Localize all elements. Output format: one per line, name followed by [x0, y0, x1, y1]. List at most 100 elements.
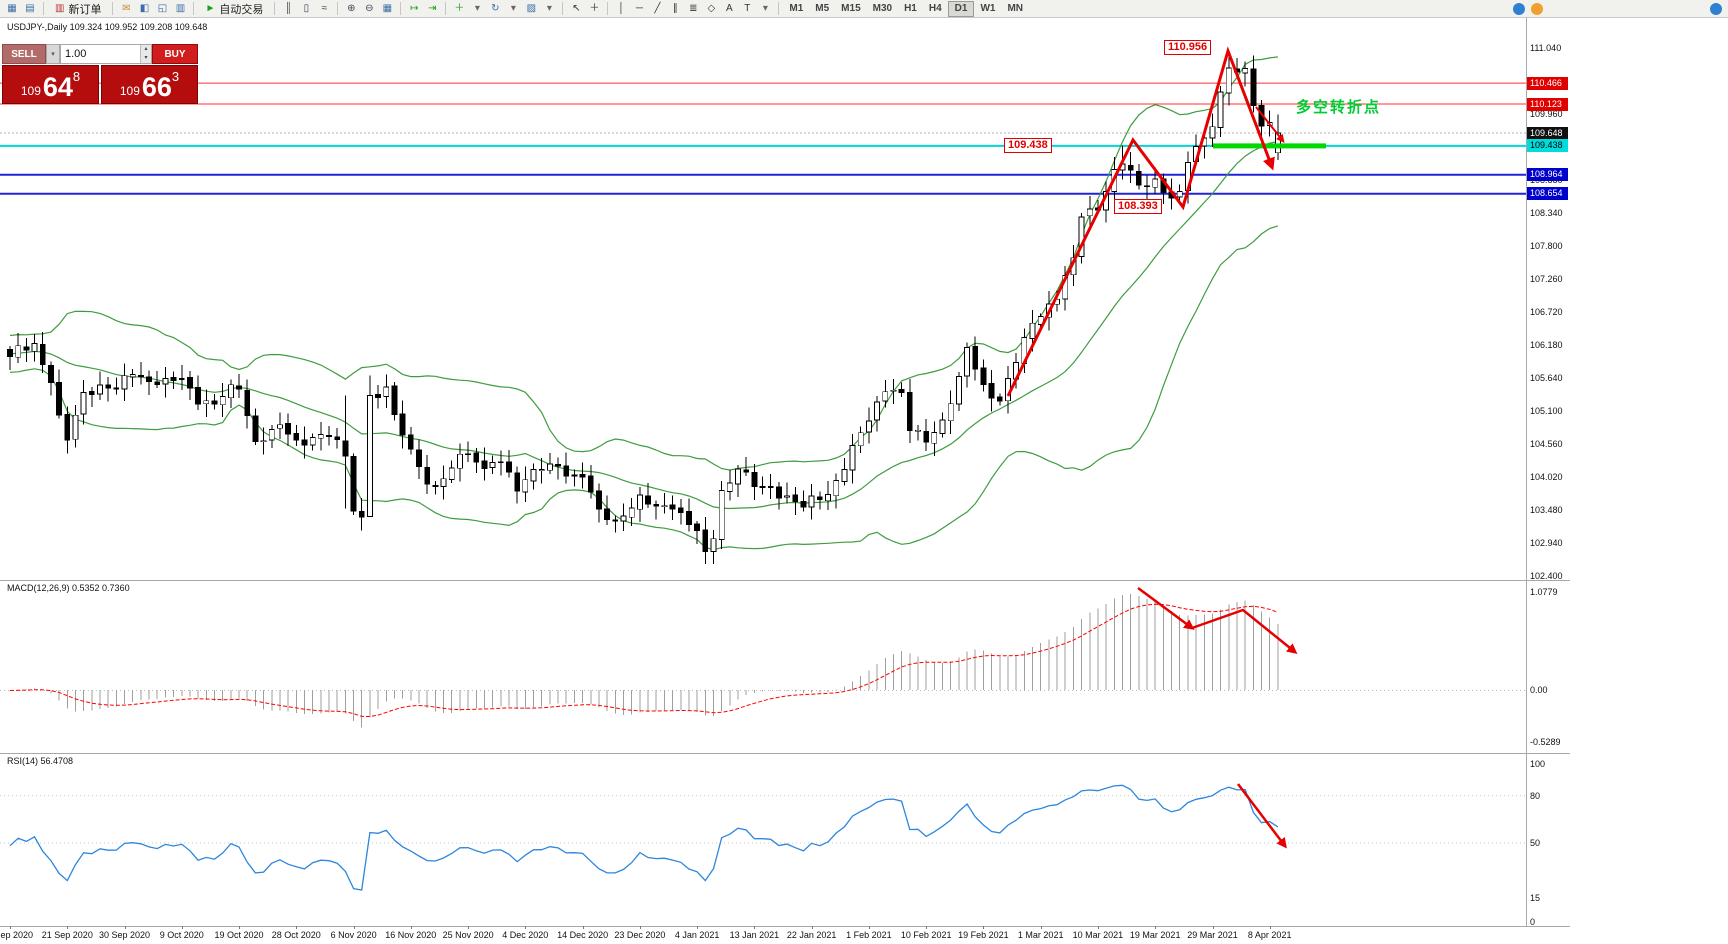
alerts-icon[interactable]: [1531, 3, 1543, 15]
bar-chart-icon[interactable]: ║: [279, 1, 297, 17]
new-order-button[interactable]: ▥ 新订单: [48, 1, 108, 17]
date-label[interactable]: 28 Oct 2020: [271, 930, 321, 940]
date-label[interactable]: 23 Dec 2020: [614, 930, 666, 940]
channel-icon[interactable]: ∥: [666, 1, 684, 17]
volume-increase-button[interactable]: ▴: [141, 45, 151, 54]
zoom-in-icon[interactable]: ⊕: [342, 1, 360, 17]
rsi-title: RSI(14) 56.4708: [7, 756, 74, 766]
date-label[interactable]: 30 Sep 2020: [98, 930, 151, 940]
trend-arrow[interactable]: [1255, 106, 1285, 143]
navigator-icon[interactable]: ◱: [153, 1, 171, 17]
macd-trend-arrow[interactable]: [1191, 608, 1298, 654]
date-label[interactable]: 9 Oct 2020: [159, 930, 204, 940]
templates-icon[interactable]: ▨: [522, 1, 540, 17]
chart-shift-icon[interactable]: ⇥: [423, 1, 441, 17]
date-label[interactable]: 1 Mar 2021: [1017, 930, 1064, 940]
date-label[interactable]: 4 Jan 2021: [674, 930, 720, 940]
date-tick: [868, 926, 870, 929]
sell-price-prefix: 109: [20, 84, 41, 98]
terminal-icon[interactable]: ▥: [171, 1, 189, 17]
rsi-scale-label: 100: [1530, 759, 1546, 769]
trend-arrow[interactable]: [1006, 46, 1275, 397]
toolbar-separator: [274, 2, 276, 15]
volume-decrease-button[interactable]: ▾: [141, 54, 151, 63]
price-annotation-label[interactable]: 108.393: [1114, 199, 1162, 214]
date-label[interactable]: 19 Oct 2020: [214, 930, 264, 940]
date-label[interactable]: 21 Sep 2020: [41, 930, 93, 940]
timeframe-w1-button[interactable]: W1: [974, 1, 1001, 17]
chart-profiles-icon[interactable]: ▤: [21, 1, 39, 17]
timeframe-mn-button[interactable]: MN: [1001, 1, 1029, 17]
timeframe-h1-button[interactable]: H1: [898, 1, 923, 17]
sell-price-button[interactable]: 109 64 8: [2, 65, 99, 104]
candlestick-chart-icon[interactable]: ▯: [297, 1, 315, 17]
fibonacci-icon[interactable]: ≣: [684, 1, 702, 17]
indicators-icon[interactable]: ＋: [450, 1, 468, 17]
price-scale-label: 102.940: [1530, 537, 1563, 548]
timeframe-d1-button[interactable]: D1: [947, 0, 975, 17]
buy-button[interactable]: BUY: [152, 44, 198, 64]
shapes-icon[interactable]: ◇: [702, 1, 720, 17]
date-label[interactable]: 19 Mar 2021: [1129, 930, 1181, 940]
toolbar-separator: [112, 2, 114, 15]
timeframe-m1-button[interactable]: M1: [783, 1, 809, 17]
timeframe-m30-button[interactable]: M30: [867, 1, 898, 17]
timeframe-h4-button[interactable]: H4: [923, 1, 948, 17]
rsi-trend-arrow[interactable]: [1237, 783, 1287, 849]
text-icon[interactable]: A: [720, 1, 738, 17]
date-label[interactable]: 10 Mar 2021: [1072, 930, 1124, 940]
price-badge: 110.123: [1527, 97, 1568, 111]
zoom-out-icon[interactable]: ⊖: [360, 1, 378, 17]
vertical-line-icon[interactable]: │: [612, 1, 630, 17]
periods-dropdown-icon[interactable]: ▾: [504, 1, 522, 17]
date-label[interactable]: 10 Feb 2021: [900, 930, 952, 940]
new-chart-icon[interactable]: ▦: [3, 1, 21, 17]
price-scale-label: 103.480: [1530, 504, 1563, 515]
date-label[interactable]: 16 Nov 2020: [385, 930, 437, 940]
auto-scroll-icon[interactable]: ↦: [405, 1, 423, 17]
support-zone-line[interactable]: [1213, 143, 1326, 149]
crosshair-icon[interactable]: ＋: [585, 1, 603, 17]
price-annotation-label[interactable]: 109.438: [1004, 138, 1052, 153]
line-chart-icon[interactable]: ≈: [315, 1, 333, 17]
date-label[interactable]: 1 Feb 2021: [846, 930, 892, 940]
timeframe-m15-button[interactable]: M15: [835, 1, 866, 17]
date-label[interactable]: 19 Feb 2021: [958, 930, 1009, 940]
app-corner-icon[interactable]: [1710, 3, 1722, 15]
macd-trend-arrow[interactable]: [1137, 586, 1195, 630]
sell-button[interactable]: SELL: [2, 44, 46, 64]
date-label[interactable]: 13 Jan 2021: [729, 930, 780, 940]
cursor-icon[interactable]: ↖: [567, 1, 585, 17]
date-label[interactable]: 1 Sep 2020: [0, 930, 34, 940]
objects-dropdown-icon[interactable]: ▾: [756, 1, 774, 17]
order-type-dropdown[interactable]: ▾: [46, 44, 60, 64]
date-tick: [697, 926, 699, 929]
volume-input[interactable]: [61, 45, 140, 63]
buy-price-button[interactable]: 109 66 3: [101, 65, 198, 104]
date-label[interactable]: 29 Mar 2021: [1187, 930, 1238, 940]
indicators-dropdown-icon[interactable]: ▾: [468, 1, 486, 17]
price-scale-label: 111.040: [1530, 43, 1562, 53]
date-label[interactable]: 25 Nov 2020: [442, 930, 494, 940]
rsi-scale-label: 50: [1530, 838, 1541, 848]
periods-icon[interactable]: ↻: [486, 1, 504, 17]
data-window-icon[interactable]: ◧: [135, 1, 153, 17]
date-label[interactable]: 4 Dec 2020: [502, 930, 549, 940]
community-icon[interactable]: [1513, 3, 1525, 15]
date-tick: [811, 926, 813, 929]
market-watch-icon[interactable]: ✉: [117, 1, 135, 17]
price-annotation-label[interactable]: 110.956: [1164, 40, 1212, 55]
date-label[interactable]: 8 Apr 2021: [1247, 930, 1292, 940]
trendline-icon[interactable]: ╱: [648, 1, 666, 17]
tile-windows-icon[interactable]: ▦: [378, 1, 396, 17]
label-icon[interactable]: T: [738, 1, 756, 17]
date-tick: [1269, 926, 1271, 929]
date-label[interactable]: 6 Nov 2020: [330, 930, 377, 940]
horizontal-line-icon[interactable]: ─: [630, 1, 648, 17]
timeframe-m5-button[interactable]: M5: [809, 1, 835, 17]
templates-dropdown-icon[interactable]: ▾: [540, 1, 558, 17]
date-label[interactable]: 14 Dec 2020: [557, 930, 609, 940]
date-label[interactable]: 22 Jan 2021: [786, 930, 837, 940]
price-badge: 110.466: [1527, 76, 1568, 90]
auto-trading-button[interactable]: ► 自动交易: [198, 1, 270, 17]
